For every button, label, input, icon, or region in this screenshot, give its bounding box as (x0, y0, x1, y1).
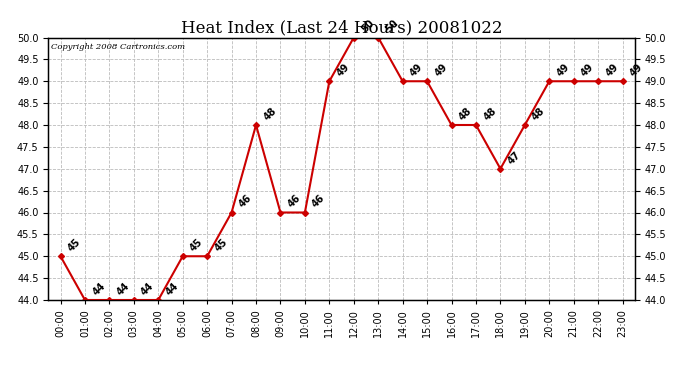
Text: 44: 44 (164, 280, 181, 297)
Text: 46: 46 (286, 193, 303, 210)
Text: 45: 45 (66, 237, 83, 254)
Text: 44: 44 (115, 280, 132, 297)
Text: 48: 48 (457, 105, 474, 122)
Text: 49: 49 (408, 62, 425, 78)
Text: 49: 49 (628, 62, 644, 78)
Text: 48: 48 (262, 105, 278, 122)
Text: 46: 46 (237, 193, 254, 210)
Text: 48: 48 (482, 105, 498, 122)
Text: 49: 49 (555, 62, 571, 78)
Title: Heat Index (Last 24 Hours) 20081022: Heat Index (Last 24 Hours) 20081022 (181, 19, 502, 36)
Text: 49: 49 (580, 62, 596, 78)
Text: Copyright 2008 Cartronics.com: Copyright 2008 Cartronics.com (51, 43, 186, 51)
Text: 50: 50 (384, 18, 400, 35)
Text: 44: 44 (90, 280, 107, 297)
Text: 48: 48 (531, 105, 547, 122)
Text: 44: 44 (139, 280, 156, 297)
Text: 49: 49 (604, 62, 620, 78)
Text: 49: 49 (335, 62, 351, 78)
Text: 45: 45 (213, 237, 229, 254)
Text: 49: 49 (433, 62, 449, 78)
Text: 46: 46 (310, 193, 327, 210)
Text: 47: 47 (506, 149, 522, 166)
Text: 45: 45 (188, 237, 205, 254)
Text: 50: 50 (359, 18, 376, 35)
